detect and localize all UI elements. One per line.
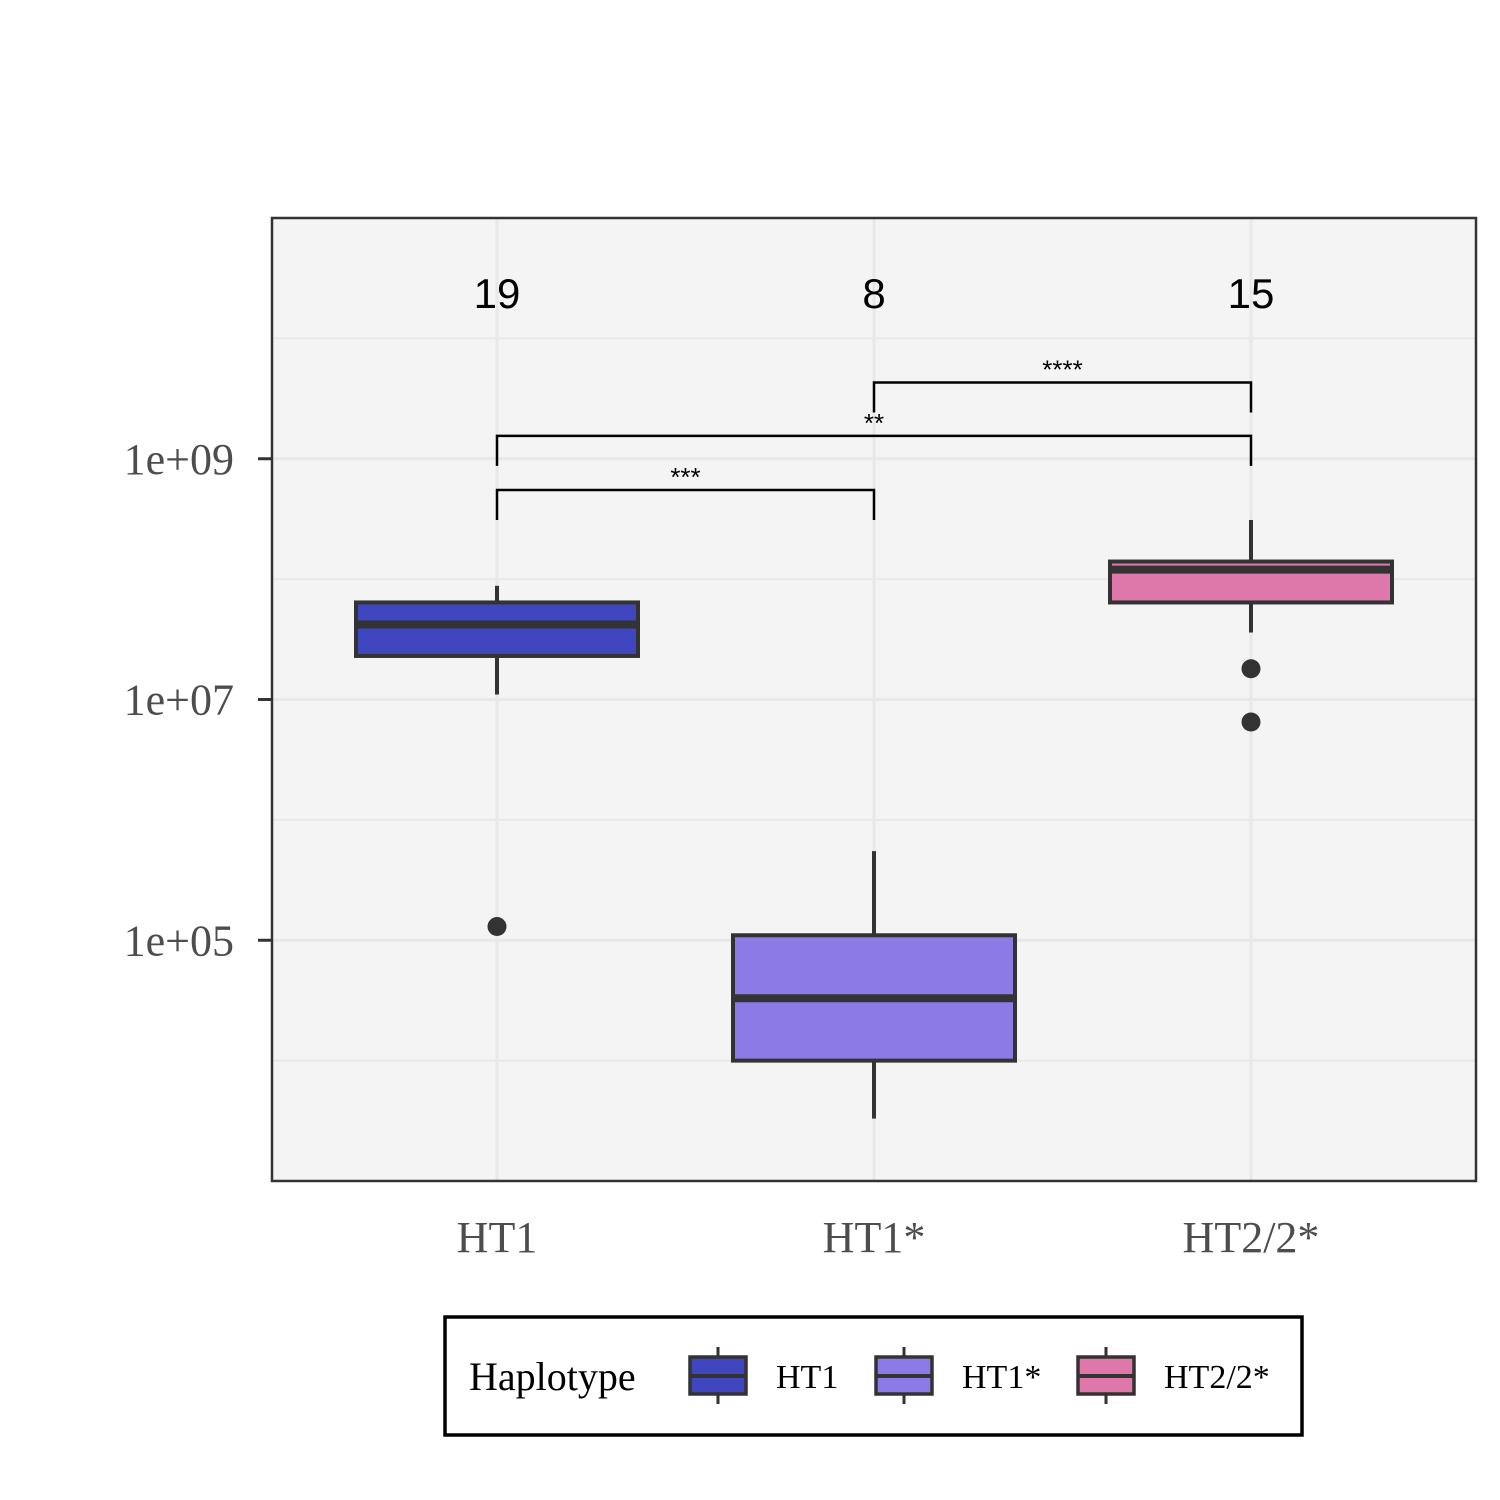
- significance-label: ***: [670, 462, 700, 492]
- significance-label: ****: [1042, 354, 1082, 384]
- significance-label: **: [864, 408, 884, 438]
- boxes: [354, 519, 1394, 1119]
- x-tick-label: HT1*: [823, 1213, 926, 1262]
- significance-bracket: ****: [872, 354, 1253, 413]
- outlier-point: [1241, 659, 1261, 679]
- bracket-line: [872, 381, 1253, 413]
- x-tick-label: HT1: [457, 1213, 538, 1262]
- legend-entry-label: HT1*: [962, 1359, 1041, 1396]
- legend-entry-label: HT2/2*: [1164, 1359, 1270, 1396]
- legend-entry: HT1*: [874, 1347, 1041, 1404]
- outlier-point: [487, 917, 507, 937]
- plot-panel-border: [270, 216, 1478, 1183]
- box-ht1-: [731, 851, 1017, 1119]
- x-tick-label: HT2/2*: [1183, 1213, 1320, 1262]
- legend-entry-label: HT1: [776, 1359, 838, 1396]
- legend-box: [443, 1315, 1304, 1437]
- y-axis: 1e+09 1e+07 1e+05: [124, 435, 272, 965]
- bracket-line: [495, 434, 1253, 466]
- y-tick-label: 1e+09: [124, 435, 234, 484]
- legend-title: Haplotype: [469, 1354, 636, 1399]
- sample-count-label: 8: [862, 270, 885, 317]
- box-ht2-2-: [1108, 519, 1394, 732]
- significance-brackets: *********: [495, 354, 1253, 521]
- sample-count-label: 19: [474, 270, 521, 317]
- significance-bracket: **: [495, 408, 1253, 466]
- y-tick-label: 1e+05: [124, 916, 234, 965]
- sample-counts: 19 8 15: [474, 270, 1275, 317]
- x-axis: HT1 HT1* HT2/2*: [457, 1213, 1320, 1262]
- bracket-line: [495, 488, 876, 521]
- legend-entry: HT1: [688, 1347, 838, 1404]
- legend: Haplotype HT1 HT1* HT2/2*: [443, 1315, 1304, 1437]
- box-ht1: [354, 585, 640, 937]
- legend-entry: HT2/2*: [1076, 1347, 1270, 1404]
- y-tick-label: 1e+07: [124, 676, 234, 725]
- box-body: [354, 600, 640, 658]
- significance-bracket: ***: [495, 462, 876, 521]
- sample-count-label: 15: [1228, 270, 1275, 317]
- outlier-point: [1241, 712, 1261, 732]
